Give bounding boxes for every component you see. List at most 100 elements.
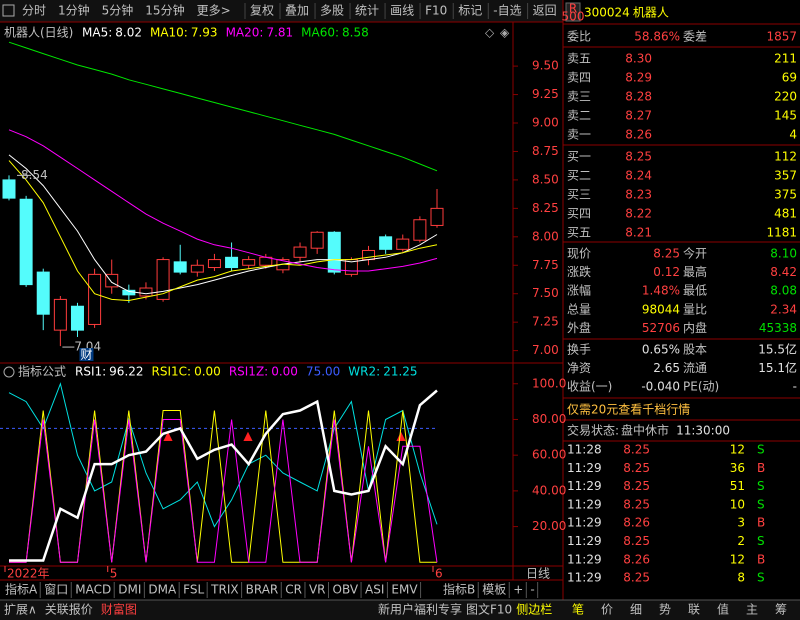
- book-label: 买一: [567, 150, 591, 164]
- tab[interactable]: 指标A: [5, 582, 38, 597]
- settings-icon[interactable]: ◇: [485, 26, 495, 40]
- book-label: 卖四: [567, 71, 591, 85]
- toolbar-button[interactable]: F10: [425, 4, 447, 18]
- candle-body: [36, 271, 50, 315]
- toolbar-button[interactable]: 多股: [320, 4, 344, 18]
- trade-volume: 2: [737, 534, 745, 548]
- side-tab[interactable]: 主: [746, 603, 758, 617]
- toolbar-button[interactable]: 15分钟: [145, 3, 184, 18]
- side-tab[interactable]: 笔: [572, 602, 584, 617]
- indicator-title[interactable]: 指标公式: [18, 364, 66, 379]
- tab[interactable]: +: [513, 583, 523, 597]
- tab[interactable]: CR: [285, 583, 302, 597]
- toolbar-button[interactable]: 5分钟: [102, 3, 134, 18]
- toolbar-button[interactable]: 画线: [390, 4, 414, 18]
- tab[interactable]: TRIX: [210, 583, 238, 597]
- tab[interactable]: EMV: [391, 583, 418, 597]
- book-volume: 145: [774, 109, 797, 123]
- y-tick-label: 8.25: [532, 201, 559, 215]
- book-price: 8.28: [625, 90, 652, 104]
- stat-value: -: [793, 380, 797, 394]
- trade-side: S: [757, 571, 765, 585]
- indicator-icon[interactable]: [3, 366, 15, 378]
- toolbar-button[interactable]: 标记: [458, 4, 482, 18]
- side-tab[interactable]: 筹: [775, 603, 787, 617]
- y-tick-label: 7.75: [532, 258, 559, 272]
- bottom-button[interactable]: 侧边栏: [516, 602, 552, 617]
- legend-value: 0.00: [271, 365, 298, 379]
- side-tab[interactable]: 值: [717, 602, 729, 617]
- side-tab[interactable]: 联: [688, 603, 700, 617]
- trade-volume: 8: [737, 571, 745, 585]
- stat-label: 外盘: [567, 320, 591, 335]
- trade-time: 11:29: [567, 461, 602, 475]
- tab[interactable]: 指标B: [443, 582, 475, 597]
- legend-label: MA20:: [226, 26, 264, 40]
- badge-letter: R: [569, 2, 577, 16]
- book-price: 8.26: [625, 128, 652, 142]
- y-tick-label: 20.00: [532, 519, 566, 533]
- toolbar-button[interactable]: 更多>: [197, 4, 231, 18]
- toolbar-button[interactable]: 1分钟: [58, 3, 90, 18]
- tab[interactable]: 模板: [482, 583, 506, 597]
- toolbar-button[interactable]: 复权: [250, 4, 274, 18]
- toolbar-button[interactable]: 统计: [355, 4, 379, 18]
- trade-volume: 36: [730, 461, 745, 475]
- candle-body: [2, 179, 16, 199]
- book-label: 买二: [567, 169, 591, 183]
- stat-value: 2.34: [770, 302, 797, 316]
- trade-price: 8.25: [623, 571, 650, 585]
- bottom-button[interactable]: 扩展∧: [4, 603, 37, 617]
- ma-line: [8, 41, 438, 172]
- date-label: 2022年: [7, 567, 50, 581]
- tab[interactable]: -: [530, 583, 534, 597]
- bottom-button[interactable]: 新用户福利专享: [378, 602, 462, 617]
- book-volume: 357: [774, 169, 797, 183]
- tab[interactable]: VR: [309, 583, 326, 597]
- trade-side: B: [757, 552, 765, 566]
- candle-body: [139, 287, 153, 297]
- promo-link[interactable]: 仅需20元查看千档行情: [567, 403, 690, 417]
- tab[interactable]: DMA: [148, 583, 177, 597]
- book-price: 8.22: [625, 207, 652, 221]
- menu-icon[interactable]: [2, 4, 15, 17]
- bottom-button[interactable]: 关联报价: [45, 602, 93, 617]
- toolbar-button[interactable]: 叠加: [285, 4, 309, 18]
- toolbar-button[interactable]: 分时: [22, 4, 46, 18]
- trade-price: 8.26: [623, 516, 650, 530]
- trade-time: 11:29: [567, 516, 602, 530]
- side-tab[interactable]: 细: [630, 603, 642, 617]
- book-price: 8.30: [625, 52, 652, 66]
- bottom-button[interactable]: 图文F10: [466, 602, 512, 617]
- toolbar-button[interactable]: -自选: [493, 4, 521, 18]
- side-tab[interactable]: 势: [659, 603, 671, 617]
- badge: [565, 2, 581, 22]
- bottom-bar-bg: [0, 600, 800, 620]
- trade-price: 8.25: [623, 479, 650, 493]
- tab[interactable]: ASI: [365, 583, 384, 597]
- tab[interactable]: FSL: [183, 583, 204, 597]
- y-tick-label: 40.00: [532, 483, 566, 497]
- book-price: 8.25: [625, 150, 652, 164]
- book-price: 8.21: [625, 226, 652, 240]
- side-tab[interactable]: 价: [601, 603, 613, 617]
- tab[interactable]: MACD: [75, 583, 111, 597]
- y-tick-label: 8.75: [532, 144, 559, 158]
- settings-icon[interactable]: ◈: [500, 26, 510, 40]
- legend-label: RSI1:: [75, 365, 106, 379]
- toolbar-button[interactable]: 返回: [533, 4, 557, 18]
- trade-time: 11:29: [567, 552, 602, 566]
- stat-value: 8.08: [770, 284, 797, 298]
- stat-value: 8.42: [770, 265, 797, 279]
- bottom-button[interactable]: 财富图: [101, 602, 137, 617]
- period-label[interactable]: 日线: [526, 567, 550, 581]
- stat-value: 1.48%: [642, 284, 680, 298]
- tab[interactable]: BRAR: [246, 583, 279, 597]
- tab[interactable]: 窗口: [44, 583, 68, 597]
- stat-label: 流通: [683, 361, 707, 375]
- tab[interactable]: OBV: [333, 583, 359, 597]
- stat-label: 现价: [567, 247, 591, 261]
- ma-line: [8, 129, 438, 272]
- tab[interactable]: DMI: [118, 583, 141, 597]
- book-price: 8.27: [625, 109, 652, 123]
